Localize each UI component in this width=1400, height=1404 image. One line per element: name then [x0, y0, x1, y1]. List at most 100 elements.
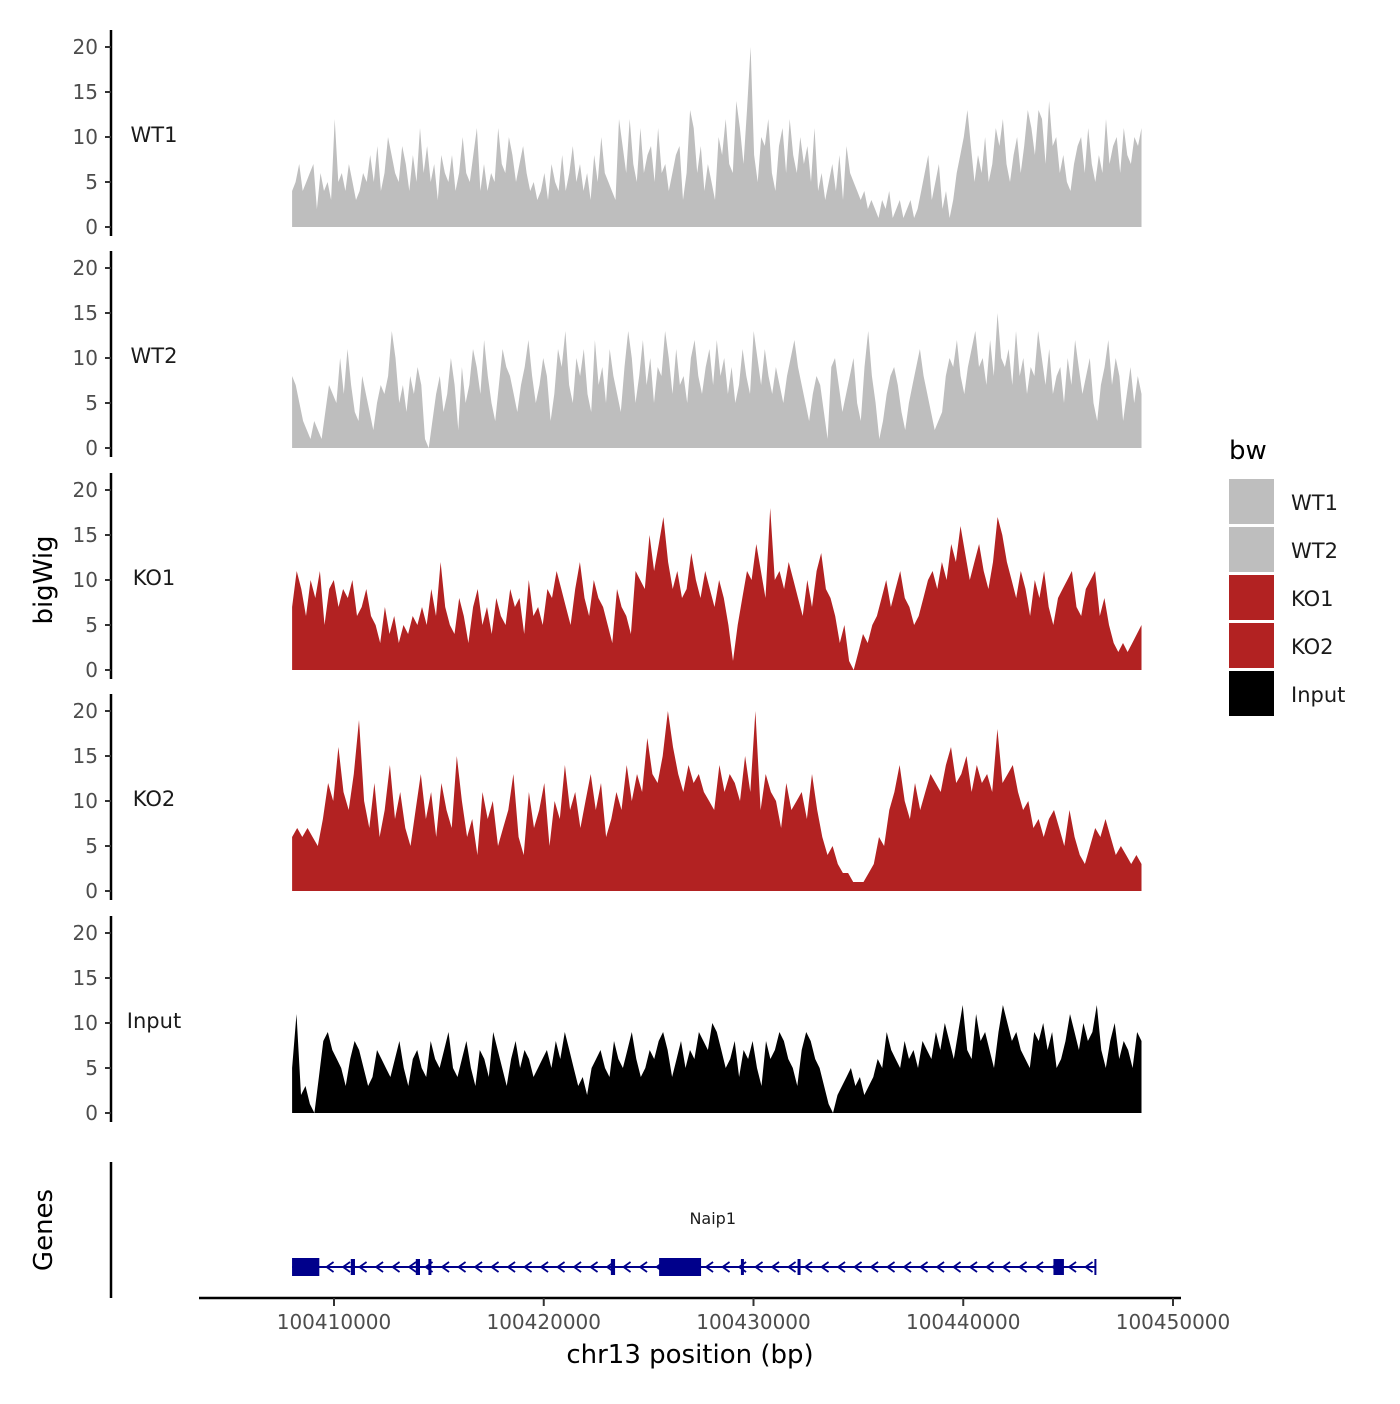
- strand-arrow: [358, 1261, 368, 1273]
- y-tick-label-ko1: 10: [73, 568, 98, 592]
- track-label-input: Input: [127, 1009, 181, 1033]
- track-ko2: 0 5 10 15 20 KO2: [73, 694, 1142, 903]
- strand-arrow: [820, 1261, 830, 1273]
- signal-area-wt1: [292, 47, 1142, 227]
- strand-arrow: [523, 1261, 533, 1273]
- signal-area-ko1: [292, 508, 1142, 670]
- strand-arrow: [770, 1261, 780, 1273]
- track-input: 0 5 10 15 20 Input: [73, 916, 1142, 1125]
- y-tick-label-ko2: 10: [73, 789, 98, 813]
- exon-block: [428, 1259, 432, 1275]
- exon-block: [415, 1259, 420, 1275]
- legend-key-wt1: [1229, 479, 1274, 524]
- strand-arrow: [572, 1261, 582, 1273]
- x-axis: 100410000 100420000 100430000 100440000 1004…: [199, 1296, 1231, 1334]
- strand-arrow: [869, 1261, 879, 1273]
- x-tick-label: 100410000: [277, 1310, 392, 1334]
- exon-block: [797, 1259, 801, 1275]
- x-tick-label: 100420000: [486, 1310, 601, 1334]
- signal-tracks: 0 5 10 15 20 WT1 0 5 10 15 20 WT2 0 5 10 15 20 KO1 0 5 10 15 2…: [73, 30, 1142, 1125]
- y-tick-label-ko1: 5: [85, 613, 98, 637]
- strand-arrow: [1018, 1261, 1028, 1273]
- y-tick-label-ko2: 20: [73, 699, 98, 723]
- exon-block: [610, 1259, 616, 1275]
- track-ko1: 0 5 10 15 20 KO1: [73, 473, 1142, 682]
- track-wt2: 0 5 10 15 20 WT2: [73, 251, 1142, 460]
- strand-arrow: [935, 1261, 945, 1273]
- track-wt1: 0 5 10 15 20 WT1: [73, 30, 1142, 239]
- legend-label-ko1: KO1: [1291, 587, 1334, 611]
- strand-arrow: [506, 1261, 516, 1273]
- legend-label-wt2: WT2: [1291, 539, 1338, 563]
- y-tick-label-wt1: 5: [85, 170, 98, 194]
- track-label-ko1: KO1: [133, 566, 176, 590]
- exon-block: [350, 1259, 355, 1275]
- strand-arrow: [391, 1261, 401, 1273]
- y-tick-label-ko2: 5: [85, 834, 98, 858]
- strand-arrow: [457, 1261, 467, 1273]
- y-tick-label-ko1: 15: [73, 523, 98, 547]
- legend-key-wt2: [1229, 527, 1274, 572]
- y-tick-label-wt2: 15: [73, 301, 98, 325]
- x-tick-label: 100430000: [696, 1310, 811, 1334]
- legend-key-ko1: [1229, 575, 1274, 620]
- exon-block: [740, 1259, 744, 1275]
- y-tick-label-ko1: 0: [85, 658, 98, 682]
- strand-arrow: [836, 1261, 846, 1273]
- strand-arrow: [902, 1261, 912, 1273]
- strand-arrow: [919, 1261, 929, 1273]
- y-tick-label-wt1: 20: [73, 35, 98, 59]
- strand-arrow: [1084, 1261, 1094, 1273]
- strand-arrow: [407, 1261, 417, 1273]
- y-tick-label-wt2: 20: [73, 256, 98, 280]
- strand-arrow: [704, 1261, 714, 1273]
- strand-arrow: [1034, 1261, 1044, 1273]
- strand-arrow: [1067, 1261, 1077, 1273]
- strand-arrow: [374, 1261, 384, 1273]
- y-tick-label-input: 20: [73, 921, 98, 945]
- strand-arrow: [589, 1261, 599, 1273]
- genes-panel: Genes Naip1: [29, 1162, 1097, 1298]
- x-tick-label: 100440000: [906, 1310, 1021, 1334]
- strand-arrow: [803, 1261, 813, 1273]
- strand-arrow: [1001, 1261, 1011, 1273]
- exon-block: [292, 1258, 320, 1276]
- legend: bw WT1 WT2 KO1 KO2 Input: [1229, 436, 1345, 716]
- y-axis-title: bigWig: [29, 535, 59, 624]
- y-tick-label-ko2: 0: [85, 879, 98, 903]
- strand-arrow: [473, 1261, 483, 1273]
- legend-title: bw: [1229, 436, 1267, 466]
- signal-area-ko2: [292, 711, 1142, 891]
- y-tick-label-wt1: 10: [73, 125, 98, 149]
- exon-block: [1053, 1259, 1064, 1275]
- legend-key-input: [1229, 671, 1274, 716]
- y-tick-label-wt1: 0: [85, 215, 98, 239]
- legend-key-ko2: [1229, 623, 1274, 668]
- gene-name-label: Naip1: [689, 1209, 736, 1228]
- strand-arrow: [638, 1261, 648, 1273]
- strand-arrow: [853, 1261, 863, 1273]
- y-tick-label-input: 15: [73, 966, 98, 990]
- y-tick-label-input: 10: [73, 1011, 98, 1035]
- y-tick-label-wt1: 15: [73, 80, 98, 104]
- strand-arrow: [721, 1261, 731, 1273]
- y-tick-label-wt2: 0: [85, 436, 98, 460]
- legend-label-wt1: WT1: [1291, 491, 1338, 515]
- y-tick-label-ko1: 20: [73, 478, 98, 502]
- y-tick-label-wt2: 5: [85, 391, 98, 415]
- track-label-wt2: WT2: [131, 344, 178, 368]
- x-tick-label: 100450000: [1116, 1310, 1231, 1334]
- legend-label-input: Input: [1291, 683, 1345, 707]
- strand-arrow: [490, 1261, 500, 1273]
- genes-axis-title: Genes: [29, 1189, 59, 1271]
- exon-block: [659, 1258, 702, 1276]
- strand-arrow: [754, 1261, 764, 1273]
- strand-arrow: [787, 1261, 797, 1273]
- strand-arrow: [556, 1261, 566, 1273]
- strand-arrow: [341, 1261, 351, 1273]
- track-label-wt1: WT1: [131, 123, 178, 147]
- strand-arrow: [622, 1261, 632, 1273]
- y-tick-label-input: 0: [85, 1101, 98, 1125]
